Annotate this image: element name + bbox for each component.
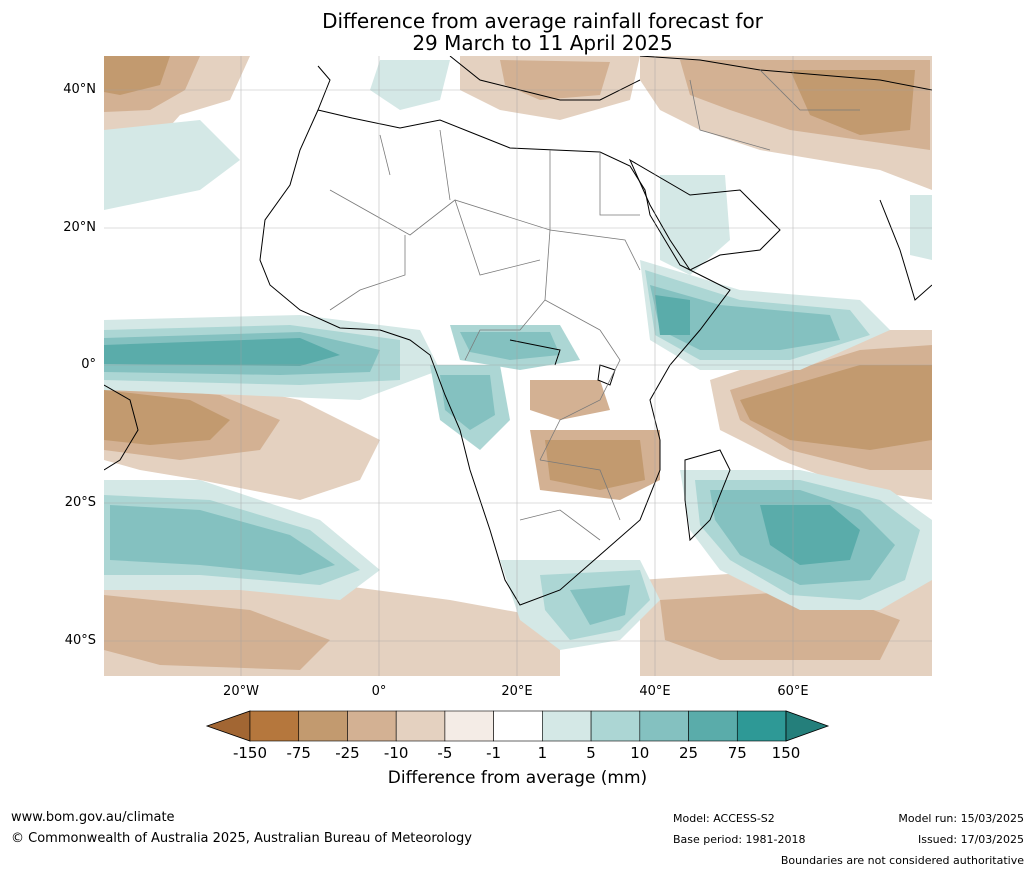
colorbar-tick-label: -10 [383,744,409,762]
colorbar [205,710,830,742]
map-title: Difference from average rainfall forecas… [0,10,1035,54]
colorbar-tick-label: 25 [678,744,699,762]
colorbar-right-arrow [785,710,830,742]
colorbar-cell [493,710,543,742]
footer-copyright: © Commonwealth of Australia 2025, Austra… [11,831,472,846]
lon-label-20w: 20°W [223,684,259,699]
map-panel [104,56,932,676]
country-borders [329,69,860,541]
lon-label-0: 0° [371,684,387,699]
footer-issued: Issued: 17/03/2025 [917,833,1024,846]
colorbar-tick-label: 10 [630,744,650,762]
colorbar-cell [736,710,787,742]
colorbar-cell [688,710,738,742]
title-line-1: Difference from average rainfall forecas… [322,9,763,33]
colorbar-tick-label: -75 [286,744,311,762]
lat-label-0: 0° [81,357,96,372]
colorbar-tick-label: -1 [486,744,502,762]
wetter-regions [104,60,932,650]
colorbar-tick-label: 5 [586,744,596,762]
drier-regions [104,56,932,676]
lon-label-60e: 60°E [777,684,809,699]
colorbar-cell [395,710,446,742]
footer-model: Model: ACCESS-S2 [673,812,775,825]
colorbar-tick-label: -150 [232,744,268,762]
graticule [104,56,932,676]
title-line-2: 29 March to 11 April 2025 [412,31,673,55]
lon-label-40e: 40°E [639,684,671,699]
colorbar-tick-label: 75 [727,744,747,762]
colorbar-cell [542,710,592,742]
colorbar-tick-label: -5 [437,744,453,762]
footer-website: www.bom.gov.au/climate [11,810,175,825]
colorbar-cell [249,710,300,742]
colorbar-cell [298,710,348,742]
colorbar-tick-label: 1 [537,744,548,762]
lat-label-40s: 40°S [64,633,96,648]
colorbar-cell [444,710,494,742]
footer-disclaimer: Boundaries are not considered authoritat… [780,854,1024,867]
colorbar-cell [639,710,689,742]
lat-label-20n: 20°N [63,220,96,235]
colorbar-cell [590,710,641,742]
colorbar-title: Difference from average (mm) [387,768,648,788]
colorbar-tick-label: 150 [771,744,801,762]
footer-model-run: Model run: 15/03/2025 [898,812,1024,825]
colorbar-tick-label: -25 [335,744,360,762]
lat-label-20s: 20°S [64,495,96,510]
colorbar-cells [249,710,787,742]
colorbar-left-arrow [205,710,251,742]
colorbar-cell [347,710,397,742]
footer-base-period: Base period: 1981-2018 [673,833,806,846]
lon-label-20e: 20°E [501,684,533,699]
lat-label-40n: 40°N [63,82,96,97]
